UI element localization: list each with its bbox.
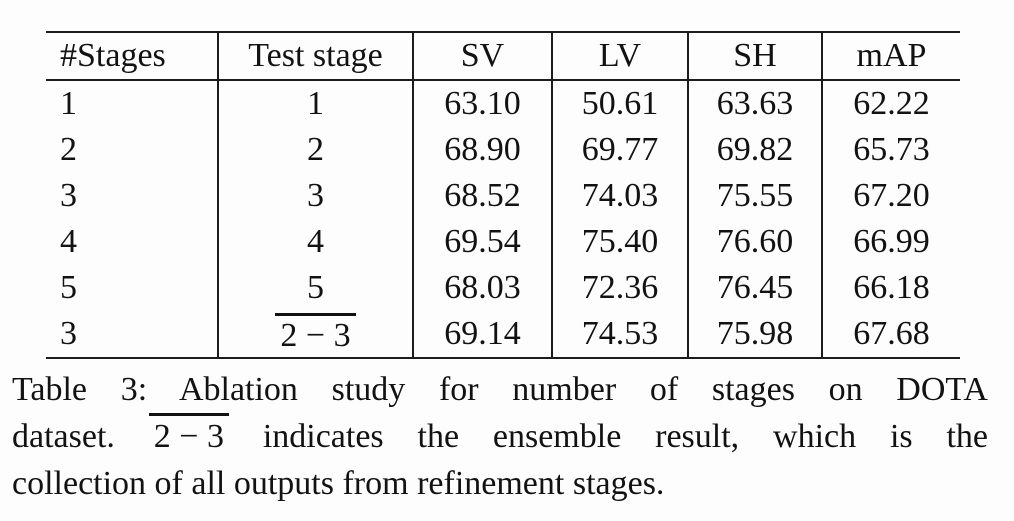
cell-lv: 50.61 [551,80,688,127]
cell-map: 65.73 [821,127,960,173]
cell-num-stages: 5 [60,269,77,306]
caption-line-2: dataset. 2 − 3 indicates the ensemble re… [12,413,988,460]
cell-lv: 74.03 [551,173,688,219]
caption-line-3: collection of all outputs from refinemen… [12,465,665,502]
header-test-stage: Test stage [217,32,413,80]
cell-sh: 76.45 [687,265,822,311]
table-row: 1 1 63.10 50.61 63.63 62.22 [46,80,960,127]
cell-test-stage: 2 [217,127,413,173]
ensemble-stage-range: 2 − 3 [148,413,229,455]
cell-sv: 68.03 [412,265,552,311]
caption-line-1: Table 3: Ablation study for number of st… [12,371,988,408]
cell-num-stages: 2 [60,131,77,168]
ablation-table: #Stages Test stage SV LV SH mAP 1 1 63.1… [46,31,960,359]
cell-sv: 68.90 [412,127,552,173]
cell-lv: 74.53 [551,311,688,358]
header-lv: LV [551,32,688,80]
header-sv: SV [412,32,552,80]
cell-test-stage: 2 − 3 [217,311,413,358]
caption-text-post: indicates the ensemble result, which is … [262,418,989,455]
cell-lv: 69.77 [551,127,688,173]
cell-sv: 69.14 [412,311,552,358]
table-row: 3 3 68.52 74.03 75.55 67.20 [46,173,960,219]
table-row: 3 2 − 3 69.14 74.53 75.98 67.68 [46,311,960,358]
table-header-row: #Stages Test stage SV LV SH mAP [46,32,960,80]
cell-map: 66.99 [821,219,960,265]
cell-sh: 75.55 [687,173,822,219]
table-row: 4 4 69.54 75.40 76.60 66.99 [46,219,960,265]
cell-num-stages: 3 [60,177,77,214]
cell-num-stages: 4 [60,223,77,260]
cell-map: 66.18 [821,265,960,311]
cell-test-stage: 1 [217,80,413,127]
cell-sv: 63.10 [412,80,552,127]
cell-sh: 76.60 [687,219,822,265]
header-map: mAP [821,32,960,80]
cell-sh: 63.63 [687,80,822,127]
table-caption: Table 3: Ablation study for number of st… [12,366,988,507]
cell-sh: 69.82 [687,127,822,173]
cell-map: 62.22 [821,80,960,127]
table-row: 5 5 68.03 72.36 76.45 66.18 [46,265,960,311]
cell-sv: 69.54 [412,219,552,265]
header-sh: SH [687,32,822,80]
ensemble-stage-range: 2 − 3 [275,313,356,354]
cell-lv: 72.36 [551,265,688,311]
cell-map: 67.20 [821,173,960,219]
cell-test-stage: 5 [217,265,413,311]
cell-lv: 75.40 [551,219,688,265]
header-num-stages: #Stages [60,37,166,74]
cell-num-stages: 1 [60,85,77,122]
table-row: 2 2 68.90 69.77 69.82 65.73 [46,127,960,173]
cell-sv: 68.52 [412,173,552,219]
cell-map: 67.68 [821,311,960,358]
cell-test-stage: 4 [217,219,413,265]
cell-test-stage: 3 [217,173,413,219]
cell-sh: 75.98 [687,311,822,358]
cell-num-stages: 3 [60,315,77,352]
caption-text-pre: dataset. [12,418,115,455]
